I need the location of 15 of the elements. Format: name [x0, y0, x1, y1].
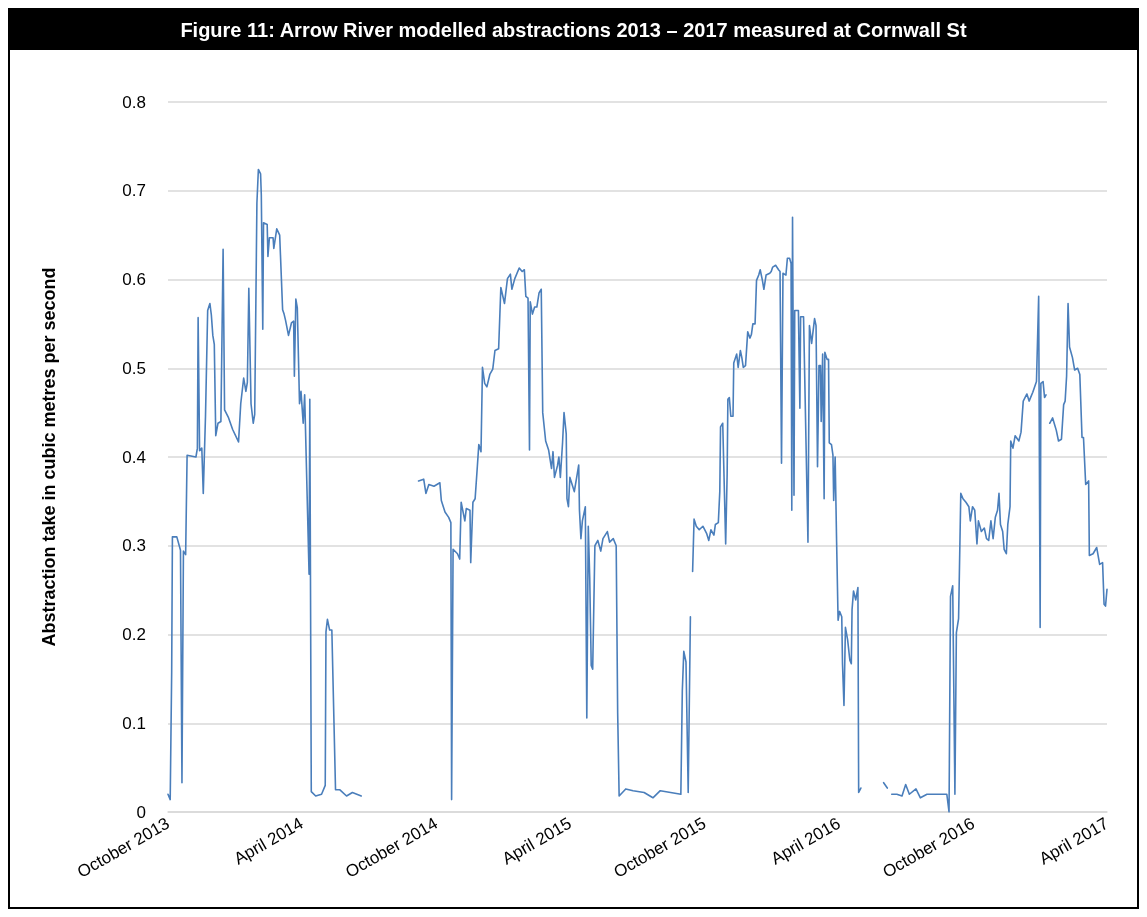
- y-tick-label: 0.1: [122, 713, 146, 733]
- y-tick-label: 0.6: [122, 270, 146, 289]
- y-tick-label: 0.7: [122, 181, 146, 201]
- y-tick-label: 0.5: [122, 358, 146, 378]
- y-tick-label: 0.8: [122, 92, 146, 112]
- y-axis-title: Abstraction take in cubic metres per second: [39, 267, 59, 647]
- x-tick-label: April 2016: [767, 813, 844, 869]
- y-tick-label: 0: [136, 802, 146, 822]
- y-tick-label: 0.4: [122, 447, 146, 467]
- x-tick-label: April 2015: [498, 813, 575, 869]
- y-tick-label: 0.2: [122, 625, 146, 644]
- x-tick-label: April 2014: [230, 813, 307, 869]
- y-tick-label: 0.3: [122, 536, 146, 556]
- chart-title: Figure 11: Arrow River modelled abstractions 2013 – 2017 measured at Cornwall St: [10, 10, 1137, 50]
- x-tick-label: April 2017: [1036, 813, 1112, 869]
